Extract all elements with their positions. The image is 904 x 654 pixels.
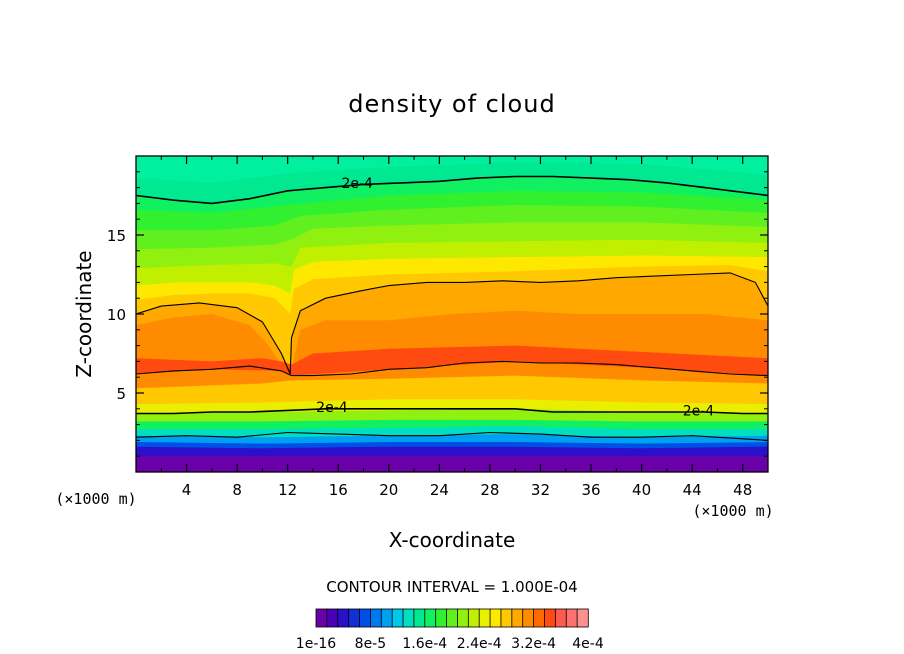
colorbar-swatch [424,608,437,628]
colorbar-swatch [391,608,404,628]
contour-line-3 [136,408,768,415]
colorbar-swatch [565,608,578,628]
colorbar-swatch [359,608,372,628]
colorbar-swatch [522,608,535,628]
x-tick-label: 12 [278,481,297,499]
x-unit-right: (×1000 m) [692,502,773,520]
y-tick-label: 10 [107,306,126,324]
colorbar-swatch [380,608,393,628]
colorbar-swatch [511,608,524,628]
contour-interval-text: CONTOUR INTERVAL = 1.000E-04 [326,578,577,596]
colorbar-label: 8e-5 [355,636,386,652]
colorbar-label: 3.2e-4 [511,636,556,652]
contour-line-2 [136,360,768,377]
colorbar-swatch [413,608,426,628]
colorbar-swatch [457,608,470,628]
contour-label-2: 2e-4 [683,403,715,419]
x-tick-label: 28 [480,481,499,499]
x-tick-label: 16 [329,481,348,499]
x-axis-label: X-coordinate [389,528,516,552]
colorbar-swatch [500,608,513,628]
field-band-0 [136,456,768,472]
colorbar-swatch [478,608,491,628]
y-axis-ticks: 5 10 15 [107,171,768,457]
colorbar-label: 2.4e-4 [457,636,502,652]
x-tick-label: 32 [531,481,550,499]
colorbar-label: 1e-16 [296,636,336,652]
x-tick-label: 48 [733,481,752,499]
colorbar-swatch [467,608,480,628]
contour-line-0 [136,175,768,205]
chart-title: density of cloud [348,90,555,118]
colorbar-swatch [402,608,415,628]
y-axis-label: Z-coordinate [72,250,96,377]
colorbar-swatch [326,608,339,628]
contour-label-1: 2e-4 [316,400,348,416]
y-tick-label: 5 [116,385,126,403]
contour-label-0: 2e-4 [341,176,373,192]
x-tick-label: 36 [581,481,600,499]
x-tick-label: 44 [683,481,702,499]
y-tick-label: 15 [107,227,126,245]
colorbar-swatch [554,608,567,628]
colorbar-swatch [576,608,589,628]
colorbar-swatch [435,608,448,628]
colorbar-swatch [544,608,557,628]
contour-line-1 [136,272,768,375]
x-tick-label: 8 [232,481,242,499]
colorbar-swatch [489,608,502,628]
x-axis-ticks: 4 8 12 16 20 24 28 32 36 40 44 48 [160,156,752,499]
colorbar-label: 4e-4 [572,636,604,652]
colorbar-swatch [369,608,382,628]
contour-lines [136,175,768,441]
colorbar-swatch [315,608,328,628]
colorbar-swatch [337,608,350,628]
colorbar-label: 1.6e-4 [402,636,447,652]
x-tick-label: 40 [632,481,651,499]
density-field [136,156,768,472]
x-tick-label: 4 [182,481,192,499]
x-tick-label: 24 [430,481,449,499]
contour-line-4 [136,431,768,441]
colorbar-swatch [533,608,546,628]
colorbar-swatch [446,608,459,628]
x-unit-left: (×1000 m) [55,490,136,508]
contour-labels: 2e-4 2e-4 2e-4 [316,176,714,420]
colorbar-labels: 1e-16 8e-5 1.6e-4 2.4e-4 3.2e-4 4e-4 [296,636,604,652]
colorbar-swatch [348,608,361,628]
x-tick-label: 20 [379,481,398,499]
colorbar [315,608,589,628]
